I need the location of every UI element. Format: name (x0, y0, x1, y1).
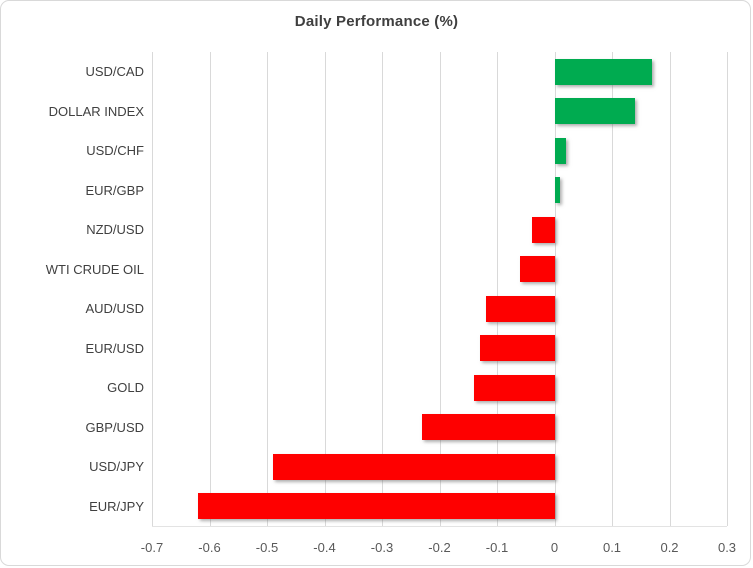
category-label-usd-chf: USD/CHF (86, 143, 144, 158)
category-label-gbp-usd: GBP/USD (85, 419, 144, 435)
gridline-x-0 (554, 52, 556, 526)
bar-gbp-usd (422, 414, 555, 441)
category-label-gold: GOLD (107, 380, 144, 395)
bar-eur-jpy (198, 493, 555, 520)
xtick-label--0.7: -0.7 (140, 540, 164, 555)
xtick-label-0.3: 0.3 (717, 540, 737, 555)
bar-usd-cad (554, 58, 653, 85)
xtick-label-0.2: 0.2 (660, 540, 679, 555)
gridline-x--0.4 (324, 52, 326, 526)
category-label-eur-usd: EUR/USD (85, 340, 144, 356)
category-label-dollar-index: DOLLAR INDEX (48, 103, 144, 119)
gridline-x--0.1 (497, 52, 498, 526)
category-label-usd-jpy: USD/JPY (89, 459, 144, 474)
chart-title: Daily Performance (%) (294, 13, 459, 30)
bar-nzd-usd (531, 216, 555, 243)
xtick-label--0.6: -0.6 (198, 540, 221, 555)
gridline-x--0.7 (152, 52, 153, 526)
bar-gold (474, 374, 555, 401)
gridline-x-0.2 (669, 52, 671, 526)
bar-dollar-index (554, 98, 635, 125)
xtick-label-0: 0 (550, 540, 559, 555)
xtick-label--0.5: -0.5 (255, 540, 279, 555)
bar-aud-usd (485, 295, 555, 322)
gridline-x--0.2 (439, 52, 441, 526)
gridline-x--0.6 (209, 52, 211, 526)
value-axis-labels: -0.7 -0.6 -0.5 -0.4 -0.3 -0.2 -0.1 0 0.1 0.2 0.3 (141, 540, 736, 556)
gridline-x--0.5 (267, 52, 268, 526)
gridline-x-0.1 (612, 52, 613, 526)
category-label-nzd-usd: NZD/USD (86, 222, 144, 237)
category-label-eur-jpy: EUR/JPY (89, 498, 144, 514)
xtick-label--0.1: -0.1 (485, 540, 509, 555)
category-label-aud-usd: AUD/USD (85, 301, 144, 316)
xtick-label--0.3: -0.3 (370, 540, 394, 555)
gridline-x-0.3 (727, 52, 728, 526)
category-label-eur-gbp: EUR/GBP (85, 182, 144, 198)
bar-usd-jpy (272, 453, 555, 480)
bar-wti-crude-oil (520, 256, 555, 283)
category-axis-labels: USD/CAD DOLLAR INDEX USD/CHF EUR/GBP NZD/USD… (0, 52, 144, 526)
bar-eur-gbp (554, 177, 561, 204)
bar-eur-usd (479, 335, 555, 362)
xtick-label--0.2: -0.2 (428, 540, 451, 555)
gridline-x--0.3 (382, 52, 383, 526)
category-label-usd-cad: USD/CAD (85, 64, 144, 79)
xtick-label--0.4: -0.4 (313, 540, 336, 555)
plot-area (152, 52, 728, 527)
xtick-label-0.1: 0.1 (602, 540, 622, 555)
bar-usd-chf (554, 137, 566, 164)
category-label-wti-crude-oil: WTI CRUDE OIL (45, 261, 144, 277)
